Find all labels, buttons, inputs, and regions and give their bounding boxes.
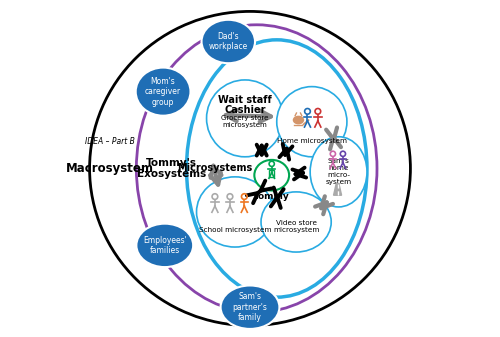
Text: Grocery store
microsystem: Grocery store microsystem (222, 115, 268, 128)
Ellipse shape (294, 116, 304, 124)
Text: Microsystems: Microsystems (178, 163, 252, 174)
Text: Sam's
partner's
family: Sam's partner's family (232, 292, 268, 322)
Text: Dad's
workplace: Dad's workplace (208, 32, 248, 51)
Text: School microsystem: School microsystem (198, 227, 271, 233)
Ellipse shape (254, 160, 289, 190)
Text: Sam's
home
micro-
system: Sam's home micro- system (326, 158, 351, 185)
Text: IDEA – Part B: IDEA – Part B (84, 137, 134, 146)
Text: Wait staff: Wait staff (218, 95, 272, 105)
Text: Cashier: Cashier (224, 105, 266, 115)
Text: Macrosystem: Macrosystem (66, 162, 154, 175)
Text: Home microsystem: Home microsystem (277, 138, 347, 144)
Ellipse shape (186, 40, 367, 297)
Text: Tommy's
Exosystems: Tommy's Exosystems (137, 158, 206, 179)
Ellipse shape (202, 20, 255, 63)
Ellipse shape (136, 224, 193, 267)
Ellipse shape (310, 137, 367, 207)
Polygon shape (334, 184, 342, 195)
Text: Employees'
families: Employees' families (143, 236, 186, 255)
Text: Mom's
caregiver
group: Mom's caregiver group (145, 77, 181, 106)
Ellipse shape (136, 67, 190, 116)
Ellipse shape (276, 87, 347, 157)
Bar (269, 170, 274, 177)
Text: Tommy: Tommy (254, 192, 290, 202)
Ellipse shape (196, 177, 274, 247)
Ellipse shape (206, 80, 284, 157)
Ellipse shape (220, 285, 280, 329)
Ellipse shape (261, 192, 331, 252)
Text: Video store
microsystem: Video store microsystem (273, 220, 320, 234)
